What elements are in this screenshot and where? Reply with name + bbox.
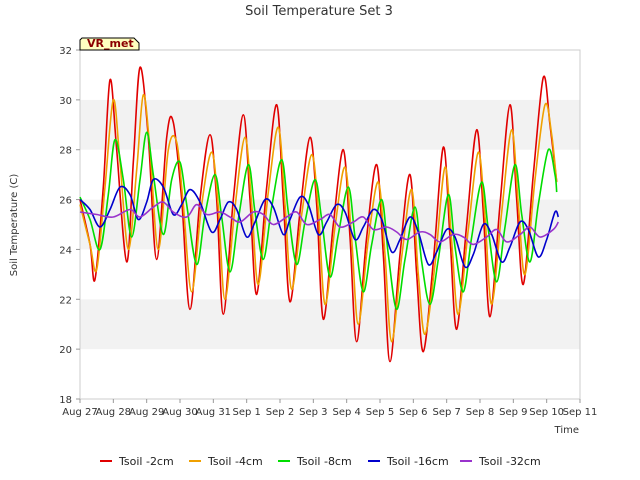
y-tick-label: 28 [59,146,72,157]
grid-band [80,50,580,100]
legend-label: Tsoil -2cm [118,455,174,468]
x-tick-label: Aug 28 [96,407,131,418]
x-tick-label: Aug 30 [162,407,197,418]
legend-label: Tsoil -32cm [478,455,541,468]
y-tick-label: 18 [59,395,72,406]
x-tick-label: Aug 29 [129,407,164,418]
legend: Tsoil -2cm Tsoil -4cm Tsoil -8cm Tsoil -16c… [100,455,541,468]
grid-band [80,299,580,350]
legend-item: Tsoil -8cm [278,455,352,468]
site-badge: VR_met [79,37,140,51]
x-tick-label: Sep 3 [299,407,327,418]
grid-band [80,349,580,399]
site-badge-box [79,37,140,51]
legend-item: Tsoil -16cm [368,455,449,468]
x-tick-label: Sep 1 [232,407,260,418]
x-tick-label: Sep 7 [432,407,460,418]
site-badge-label: VR_met [87,37,134,50]
y-tick-label: 32 [59,46,72,57]
series-line-tsoil-2cm [79,66,558,363]
grid-band [80,99,580,150]
legend-label: Tsoil -4cm [207,455,263,468]
x-tick-label: Aug 27 [62,407,97,418]
x-tick-label: Sep 5 [366,407,394,418]
legend-item: Tsoil -4cm [189,455,263,468]
series-line-tsoil-8cm [79,131,558,311]
series-line-tsoil-16cm [79,178,560,269]
x-tick-label: Sep 6 [399,407,427,418]
y-tick-label: 24 [59,245,72,256]
y-tick-label: 30 [59,96,72,107]
x-tick-label: Sep 11 [563,407,598,418]
x-tick-label: Aug 31 [196,407,231,418]
y-tick-label: 20 [59,345,72,356]
x-tick-label: Sep 10 [529,407,564,418]
chart-title: Soil Temperature Set 3 [245,4,393,19]
legend-label: Tsoil -8cm [296,455,352,468]
legend-item: Tsoil -32cm [460,455,541,468]
y-tick-label: 26 [59,196,72,207]
y-axis-ticks: 18 20 22 24 26 28 30 32 [59,46,80,406]
series-line-tsoil-32cm [79,201,560,246]
y-axis-title: Soil Temperature (C) [9,174,20,277]
series-line-tsoil-4cm [79,94,558,343]
x-tick-label: Sep 9 [499,407,527,418]
x-tick-label: Sep 4 [332,407,360,418]
x-tick-label: Sep 8 [466,407,494,418]
y-tick-label: 22 [59,295,72,306]
series-lines [79,66,560,363]
x-tick-label: Sep 2 [266,407,294,418]
x-axis-title: Time [554,425,579,436]
plot-frame [79,49,581,400]
legend-item: Tsoil -2cm [100,455,174,468]
legend-label: Tsoil -16cm [386,455,449,468]
